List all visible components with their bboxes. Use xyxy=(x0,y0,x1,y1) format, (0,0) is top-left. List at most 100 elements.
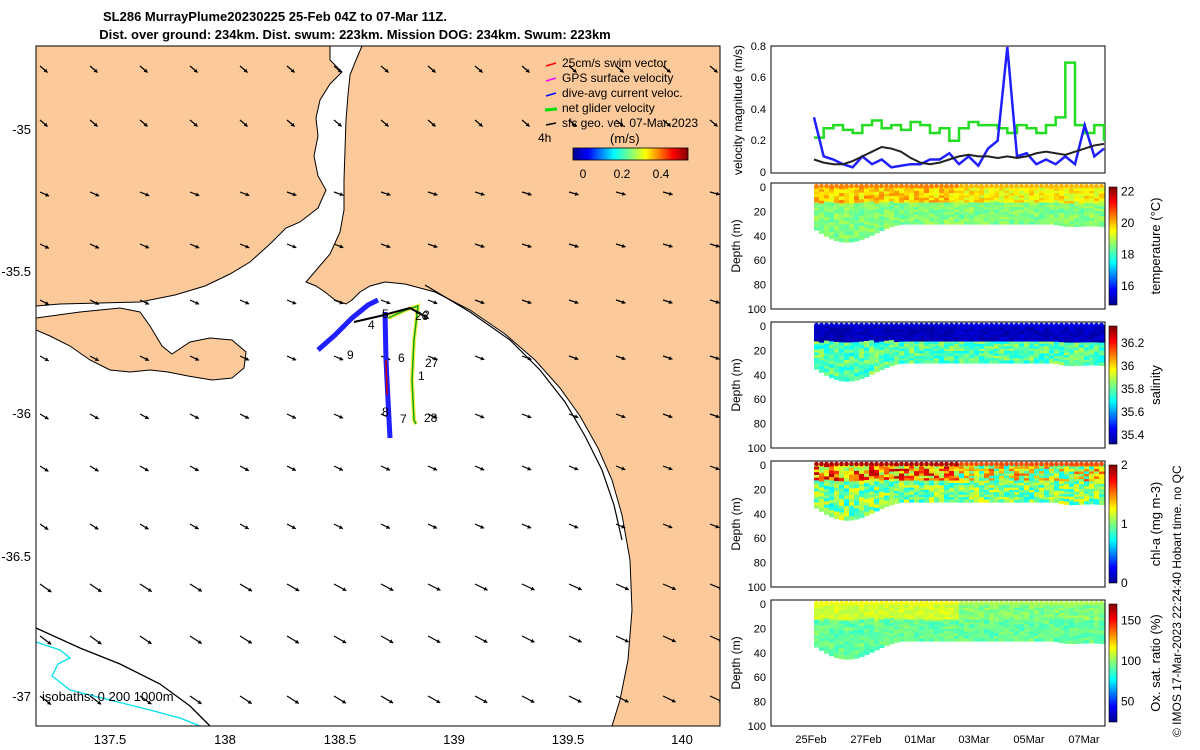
section-cell xyxy=(1044,473,1050,477)
section-cell xyxy=(974,188,980,192)
section-cell xyxy=(919,332,925,336)
section-cell xyxy=(1049,348,1055,352)
section-cell xyxy=(849,516,855,521)
section-cell xyxy=(889,633,895,637)
section-cell xyxy=(1029,329,1035,333)
section-cell xyxy=(964,350,970,355)
section-cell xyxy=(939,195,945,199)
section-cell xyxy=(1039,485,1045,489)
section-cell xyxy=(949,607,955,611)
section-cell xyxy=(1034,485,1040,489)
section-cell xyxy=(1019,195,1025,199)
section-cell xyxy=(829,361,835,366)
section-cell xyxy=(914,216,920,220)
section-cell xyxy=(894,203,900,207)
surface-sample-dot xyxy=(1029,183,1034,189)
section-cell xyxy=(1019,334,1025,338)
section-cell xyxy=(1004,341,1010,345)
section-cell xyxy=(814,355,820,359)
section-cell xyxy=(919,619,925,623)
section-cell xyxy=(954,207,960,211)
section-cell xyxy=(844,238,850,243)
section-cell xyxy=(944,631,950,635)
section-cell xyxy=(954,353,960,357)
section-cell xyxy=(814,202,820,206)
section-cell xyxy=(1064,628,1070,632)
velocity-arrow xyxy=(39,119,48,127)
section-cell xyxy=(859,510,865,515)
section-cell xyxy=(989,188,995,192)
velocity-arrow xyxy=(286,119,295,127)
section-cell xyxy=(909,207,915,211)
section-cell xyxy=(1009,204,1015,209)
section-cell xyxy=(844,373,850,379)
section-cell xyxy=(1044,621,1050,626)
section-cell xyxy=(974,478,980,482)
section-cell xyxy=(929,219,935,223)
section-cell xyxy=(904,638,910,642)
surface-sample-dot xyxy=(1044,183,1049,189)
section-cell xyxy=(959,492,965,496)
section-cell xyxy=(1069,201,1075,205)
section-cell xyxy=(929,209,935,213)
depth-axis-label: Depth (m) xyxy=(729,219,743,272)
section-cell xyxy=(889,625,895,630)
surface-sample-dot xyxy=(1019,600,1024,606)
section-cell xyxy=(1074,327,1080,331)
colorbar-tick: 2 xyxy=(1121,458,1128,472)
velocity-arrow xyxy=(427,355,438,361)
section-cell xyxy=(1044,216,1050,220)
section-cell xyxy=(1074,625,1080,629)
surface-sample-dot xyxy=(1069,322,1074,328)
section-cell xyxy=(1034,209,1040,213)
section-cell xyxy=(1029,336,1035,340)
section-cell xyxy=(884,351,890,355)
section-cell xyxy=(889,635,895,640)
section-cell xyxy=(1079,195,1085,200)
section-cell xyxy=(974,360,980,364)
legend-item: 25cm/s swim vector xyxy=(562,56,667,70)
section-cell xyxy=(1004,482,1010,487)
section-cell xyxy=(1019,332,1025,336)
section-cell xyxy=(979,197,985,201)
section-cell xyxy=(949,478,955,482)
section-cell xyxy=(844,356,850,361)
section-cell xyxy=(954,497,960,501)
section-cell xyxy=(1039,195,1045,199)
track-label-26: 26 xyxy=(415,309,429,323)
section-cell xyxy=(899,610,905,614)
section-cell xyxy=(924,339,930,343)
velocity-arrow xyxy=(474,191,485,196)
section-cell xyxy=(814,494,820,498)
section-cell xyxy=(999,605,1005,609)
section-cell xyxy=(849,352,855,358)
section-cell xyxy=(1034,619,1040,623)
section-cell xyxy=(914,624,920,628)
surface-sample-dot xyxy=(1084,600,1089,606)
surface-sample-dot xyxy=(1039,600,1044,606)
section-cell xyxy=(829,205,835,210)
section-cell xyxy=(899,485,905,489)
section-cell xyxy=(984,610,990,614)
section-cell xyxy=(914,197,920,201)
section-cell xyxy=(939,628,945,633)
section-cell xyxy=(924,214,930,218)
section-cell xyxy=(1074,216,1080,220)
section-cell xyxy=(944,607,950,611)
section-cell xyxy=(874,484,880,489)
section-cell xyxy=(819,333,825,338)
section-cell xyxy=(964,489,970,494)
section-cell xyxy=(1049,494,1055,498)
section-cell xyxy=(1044,480,1050,484)
section-cell xyxy=(899,480,905,484)
section-cell xyxy=(894,200,900,204)
section-cell xyxy=(969,499,975,503)
section-cell xyxy=(864,499,870,504)
section-cell xyxy=(914,468,920,472)
section-cell xyxy=(1029,350,1035,355)
section-cell xyxy=(1074,471,1080,475)
surface-sample-dot xyxy=(1029,600,1034,606)
surface-sample-dot xyxy=(979,322,984,328)
section-cell xyxy=(989,202,995,206)
section-cell xyxy=(939,605,945,609)
